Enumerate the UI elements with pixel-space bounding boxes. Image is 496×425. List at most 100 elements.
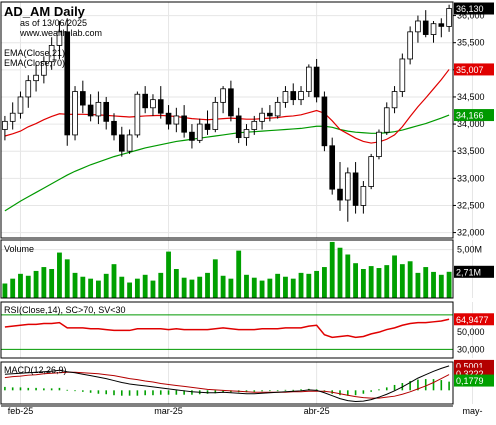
macd-histogram-bar (27, 387, 30, 391)
volume-bar (197, 276, 203, 298)
candle-body (329, 145, 336, 190)
macd-histogram-bar (393, 384, 396, 391)
volume-bar (189, 279, 195, 298)
candle-body (344, 172, 351, 201)
volume-badge-bg (454, 265, 494, 278)
volume-bar (228, 278, 234, 298)
candle-body (181, 115, 187, 133)
volume-bar (220, 275, 226, 298)
pane-frame-volume (0, 239, 454, 299)
pane-frame-price (0, 1, 454, 239)
candle-body (282, 91, 289, 103)
legend-ema70: EMA(Close,70) (4, 58, 65, 68)
volume-bar (446, 271, 452, 298)
rsi-tick-label: 30,000 (457, 344, 485, 354)
volume-bar (150, 280, 156, 298)
candle-body (337, 188, 343, 201)
macd-histogram-bar (346, 390, 349, 396)
x-tick-label: mar-25 (154, 406, 183, 416)
macd-histogram-bar (43, 388, 45, 391)
volume-bar (407, 261, 413, 298)
candle-body (360, 186, 367, 206)
volume-bar (142, 274, 148, 298)
macd-histogram-bar (97, 390, 100, 394)
candle-body (259, 112, 265, 122)
volume-bar (290, 278, 296, 298)
candle-body (204, 123, 211, 130)
macd-histogram-bar (284, 389, 287, 391)
volume-bar (72, 272, 78, 298)
volume-bar (415, 272, 421, 298)
hist-badge: 0,1779 (456, 376, 484, 386)
macd-histogram-bar (253, 390, 256, 392)
candle-body (48, 45, 55, 63)
macd-histogram-bar (362, 390, 365, 394)
volume-bar (438, 274, 444, 298)
price-tick-label: 34,000 (457, 119, 485, 129)
macd-histogram-bar (385, 387, 388, 391)
x-tick-label: may- (462, 406, 482, 416)
candle-body (383, 107, 390, 133)
rsi-pane (1, 314, 453, 350)
macd-histogram-bar (276, 390, 279, 392)
volume-bar (399, 264, 405, 298)
volume-bar (212, 259, 218, 298)
volume-bar (337, 247, 343, 298)
candle-body (33, 74, 39, 82)
macd-badge: 0,5001 (456, 361, 484, 371)
candle-body (103, 101, 110, 122)
macd-histogram-bar (440, 380, 443, 391)
candle-body (368, 156, 374, 187)
legend-ema21: EMA(Close,21) (4, 48, 65, 58)
price-tick-label: 34,500 (457, 92, 485, 102)
candle-body (376, 131, 382, 158)
candle-body (126, 134, 133, 152)
rsi-badge-bg (454, 313, 494, 326)
volume-bar (314, 270, 320, 298)
volume-badge: 2,71M (456, 267, 481, 277)
macd-histogram-bar (269, 390, 271, 392)
volume-bar (267, 278, 273, 298)
candle-body (306, 66, 312, 92)
volume-bar (127, 282, 133, 298)
volume-bar (49, 269, 55, 298)
volume-bar (57, 252, 62, 298)
volume-bar (18, 273, 23, 298)
macd-signal-line (4, 371, 450, 399)
ema21-line (4, 69, 450, 144)
candle-body (446, 8, 452, 27)
candle-body (220, 88, 226, 103)
volume-bar (298, 272, 304, 298)
candle-body (352, 172, 359, 206)
macd-histogram-bar (370, 390, 372, 392)
macd-histogram-bar (105, 390, 108, 395)
macd-histogram-bar (300, 389, 302, 391)
volume-bar (181, 277, 187, 298)
candle-body (95, 101, 102, 117)
ema21-badge-bg (454, 63, 494, 76)
candle-body (438, 23, 445, 27)
candle-body (150, 99, 156, 109)
macd-histogram-bar (432, 379, 435, 391)
macd-histogram-bar (261, 390, 263, 392)
macd-histogram-bar (113, 390, 115, 396)
volume-bar (41, 267, 47, 298)
macd-histogram-bar (354, 390, 357, 396)
macd-histogram-bar (82, 390, 84, 392)
macd-histogram-bar (35, 387, 37, 391)
volume-title: Volume (4, 244, 34, 254)
rsi-title: RSI(Close,14), SC>70, SV<30 (4, 305, 126, 315)
candle-body (9, 112, 16, 122)
ema70-line (4, 114, 450, 212)
ema70-badge: 34,166 (456, 111, 484, 121)
macd-histogram-bar (167, 390, 170, 395)
macd-histogram-bar (50, 388, 53, 391)
macd-histogram-bar (214, 390, 217, 394)
candle-body (64, 31, 71, 136)
candle-body (41, 61, 47, 76)
macd-histogram-bar (378, 389, 380, 391)
price-tick-label: 33,000 (457, 173, 485, 183)
rsi-tick-label: 50,000 (457, 327, 485, 337)
candle-body (399, 58, 406, 92)
candle-body (157, 99, 164, 114)
